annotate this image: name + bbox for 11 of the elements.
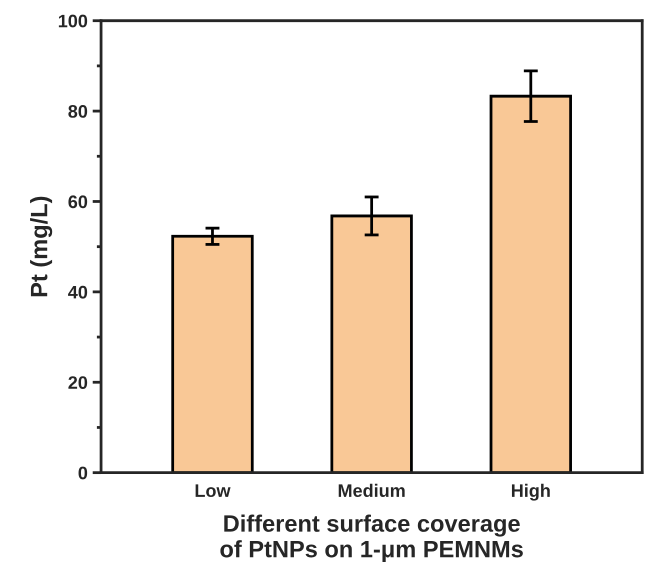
y-tick-label: 80	[68, 105, 88, 118]
x-axis-title: Different surface coverage of PtNPs on 1-μm PEMNMs	[220, 514, 523, 562]
y-tick-label: 100	[58, 14, 88, 28]
y-tick-label: 60	[68, 195, 88, 208]
x-tick-label: Medium	[338, 484, 405, 498]
y-tick-label: 0	[78, 466, 88, 480]
y-tick-label: 40	[68, 286, 88, 299]
x-tick-label: High	[512, 484, 550, 501]
x-tick-label: Low	[196, 484, 231, 498]
y-axis-title: Pt (mg/L)	[30, 196, 52, 296]
y-tick-label: 20	[68, 376, 88, 389]
